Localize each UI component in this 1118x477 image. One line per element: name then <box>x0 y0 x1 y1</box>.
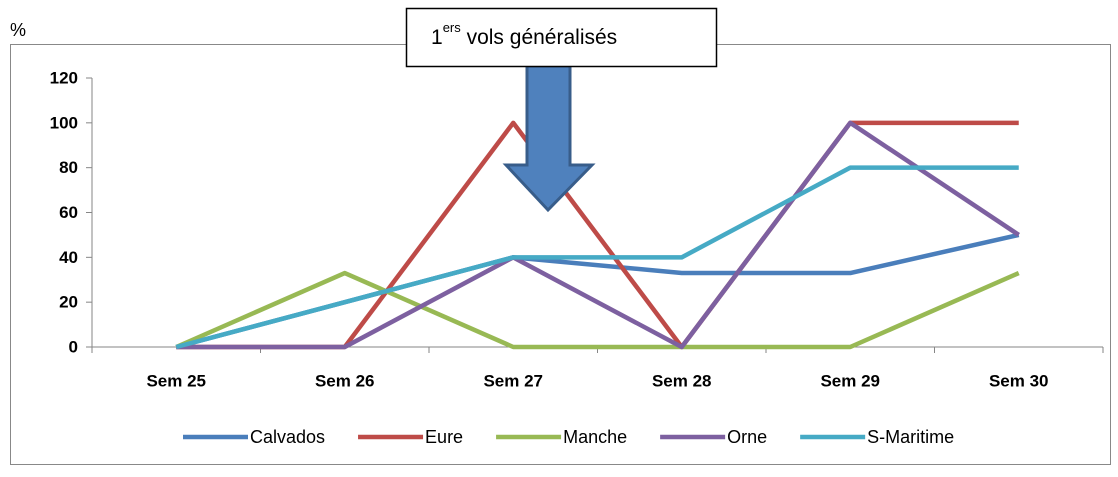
x-tick-label: Sem 25 <box>146 371 206 390</box>
series-line <box>175 165 1019 350</box>
x-tick-label: Sem 26 <box>315 371 375 390</box>
annotation-text: vols généralisés <box>461 26 617 49</box>
y-axis-label: % <box>10 20 26 40</box>
legend-label: S-Maritime <box>867 427 954 447</box>
y-tick-label: 60 <box>59 203 78 222</box>
x-tick-label: Sem 29 <box>820 371 880 390</box>
series-line <box>175 270 1020 350</box>
y-tick-label: 0 <box>69 337 78 356</box>
legend-label: Eure <box>425 427 463 447</box>
y-tick-label: 120 <box>50 68 78 87</box>
legend-label: Calvados <box>250 427 325 447</box>
legend-label: Manche <box>563 427 627 447</box>
plot-area: 0 20 40 60 80 100 120 Sem 25 Sem 26 Sem 27 Sem 28 S… <box>50 68 1104 447</box>
annotation-box <box>405 7 718 68</box>
y-tick-label: 20 <box>59 293 78 312</box>
y-tick-label: 100 <box>50 113 78 132</box>
x-tick-label: Sem 30 <box>989 371 1049 390</box>
x-tick-label: Sem 28 <box>652 371 712 390</box>
annotation: 1ers vols généralisés <box>431 20 617 48</box>
y-tick-label: 80 <box>59 158 78 177</box>
x-tick-label: Sem 27 <box>483 371 543 390</box>
series-line <box>176 120 1020 350</box>
annotation-arrow <box>502 64 596 213</box>
annotation-superscript: ers <box>443 20 462 35</box>
y-tick-label: 40 <box>59 248 78 267</box>
annotation-number: 1 <box>431 26 443 49</box>
legend-label: Orne <box>727 427 767 447</box>
